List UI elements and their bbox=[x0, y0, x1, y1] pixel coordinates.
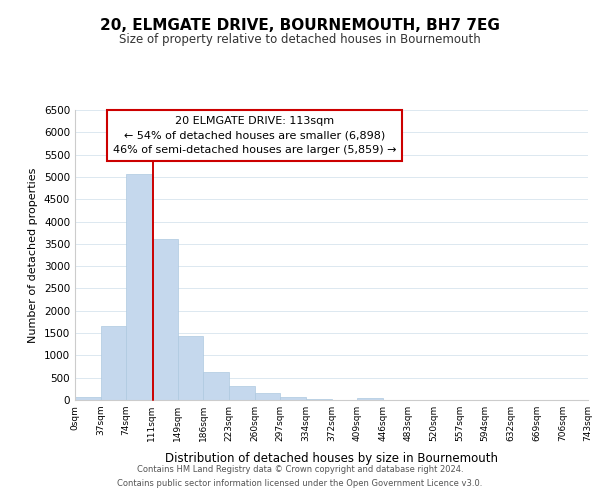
Bar bbox=[75, 396, 101, 400]
X-axis label: Distribution of detached houses by size in Bournemouth: Distribution of detached houses by size … bbox=[165, 452, 498, 466]
Bar bbox=[152, 240, 178, 400]
Bar bbox=[229, 386, 254, 400]
Y-axis label: Number of detached properties: Number of detached properties bbox=[28, 168, 38, 342]
Bar bbox=[126, 174, 152, 400]
Text: Size of property relative to detached houses in Bournemouth: Size of property relative to detached ho… bbox=[119, 32, 481, 46]
Text: 20 ELMGATE DRIVE: 113sqm
← 54% of detached houses are smaller (6,898)
46% of sem: 20 ELMGATE DRIVE: 113sqm ← 54% of detach… bbox=[113, 116, 396, 156]
Bar bbox=[305, 398, 332, 400]
Text: Contains HM Land Registry data © Crown copyright and database right 2024.
Contai: Contains HM Land Registry data © Crown c… bbox=[118, 466, 482, 487]
Bar bbox=[280, 396, 305, 400]
Bar bbox=[101, 326, 126, 400]
Bar bbox=[203, 372, 229, 400]
Text: 20, ELMGATE DRIVE, BOURNEMOUTH, BH7 7EG: 20, ELMGATE DRIVE, BOURNEMOUTH, BH7 7EG bbox=[100, 18, 500, 32]
Bar bbox=[358, 398, 383, 400]
Bar bbox=[178, 336, 203, 400]
Bar bbox=[254, 393, 280, 400]
